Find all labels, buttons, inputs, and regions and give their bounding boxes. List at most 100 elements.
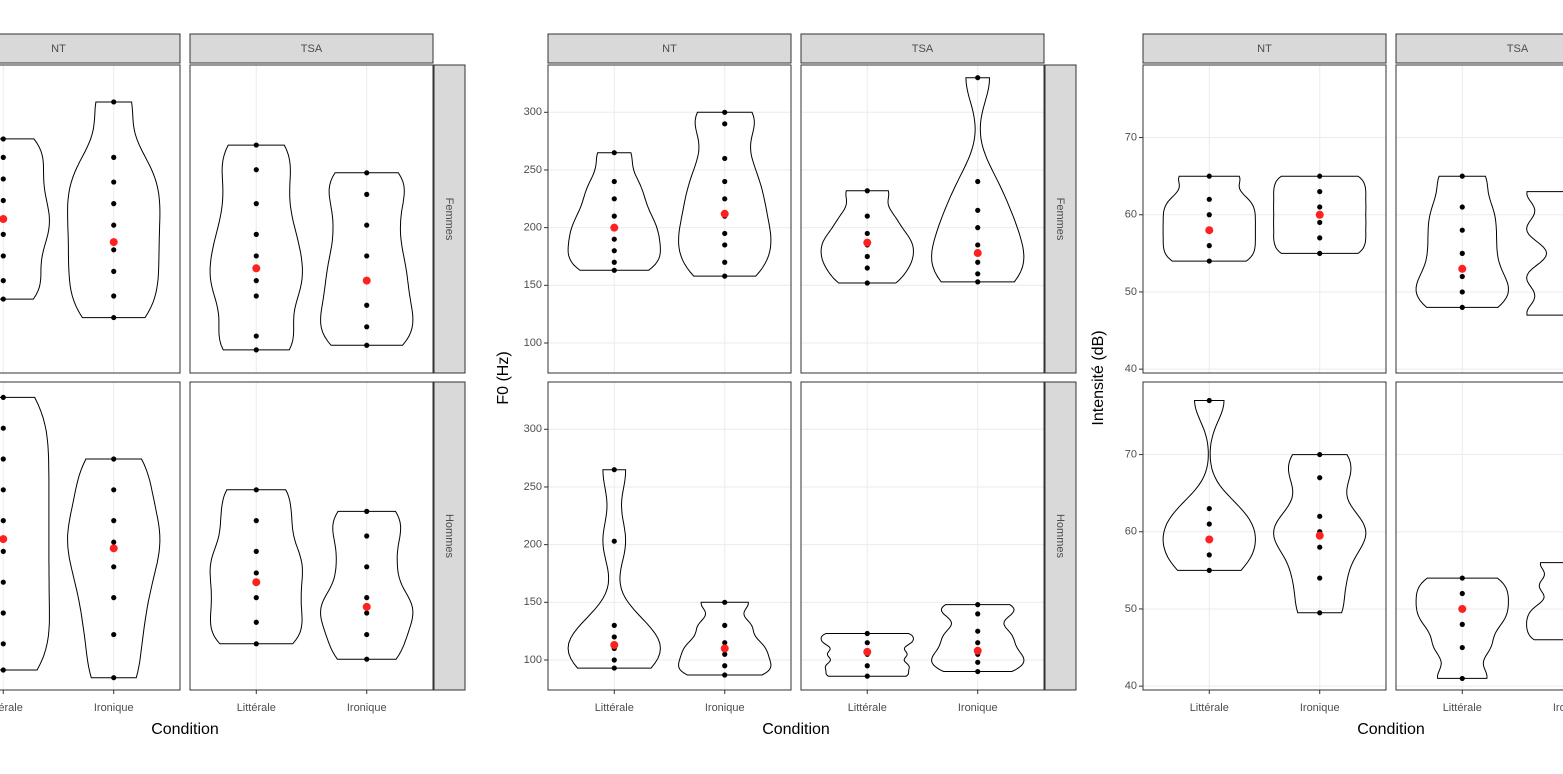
point (111, 595, 117, 601)
point (864, 213, 870, 219)
x-tick-label: Ironique (94, 702, 134, 714)
y-tick-label: 50 (1125, 286, 1137, 298)
point (111, 179, 117, 185)
column-strip-label: TSA (301, 43, 323, 55)
point (975, 207, 981, 213)
point (864, 640, 870, 646)
point (0, 579, 6, 585)
panel-border (1142, 64, 1387, 374)
point (864, 663, 870, 669)
point (364, 170, 370, 176)
x-tick-label: Ironique (1553, 702, 1563, 714)
column-strip-label: TSA (912, 43, 934, 55)
point (1459, 675, 1465, 682)
point (253, 142, 259, 148)
point (975, 659, 981, 665)
column-strip-label: NT (1257, 43, 1272, 55)
point (111, 247, 117, 253)
point (864, 280, 870, 286)
panel-border (800, 381, 1045, 691)
mean-point (252, 578, 261, 587)
panel (801, 382, 1044, 690)
mean-point (362, 602, 371, 611)
mean-point (109, 238, 118, 247)
y-tick-label: 70 (1125, 131, 1137, 143)
strip (1142, 33, 1387, 64)
point (364, 302, 370, 308)
point (111, 154, 117, 160)
point (364, 631, 370, 638)
point (864, 630, 870, 637)
point (1459, 173, 1465, 179)
point (864, 188, 870, 194)
row-strip-label: Hommes (443, 514, 455, 559)
x-tick-label: Ironique (958, 702, 998, 714)
panel (548, 382, 791, 690)
point (722, 242, 728, 248)
panel (0, 382, 180, 690)
violin (678, 601, 772, 676)
point (0, 231, 6, 237)
point (1459, 590, 1465, 597)
point (975, 271, 981, 277)
point (1317, 544, 1323, 550)
y-tick-label: 70 (1125, 448, 1137, 460)
point (611, 150, 617, 156)
point (611, 622, 617, 629)
point (1206, 212, 1212, 218)
violin (209, 489, 303, 645)
y-tick-label: 60 (1125, 526, 1137, 538)
strip (1044, 381, 1077, 691)
point (364, 222, 370, 228)
point (253, 548, 259, 555)
violin (67, 458, 161, 679)
strip (433, 64, 466, 374)
strip (800, 33, 1045, 64)
violin (0, 138, 50, 300)
point (1206, 521, 1212, 527)
panel (1396, 382, 1563, 690)
point (364, 533, 370, 539)
panel (548, 65, 791, 373)
point (1206, 505, 1212, 512)
point (611, 665, 617, 671)
point (253, 347, 259, 353)
point (975, 611, 981, 617)
point (722, 230, 728, 237)
point (111, 268, 117, 274)
point (364, 191, 370, 197)
panel-border (1142, 381, 1387, 691)
column-strip-label: TSA (1507, 43, 1529, 55)
violin (1415, 577, 1509, 679)
point (975, 279, 981, 285)
panel-border (800, 64, 1045, 374)
point (111, 631, 117, 638)
point (111, 99, 117, 105)
point (1206, 397, 1212, 404)
point (111, 564, 117, 570)
y-axis-title: F0 (Hz) (495, 351, 512, 404)
point (1317, 575, 1323, 581)
x-tick-label: Ironique (1300, 702, 1340, 714)
point (1317, 513, 1323, 519)
mean-point (1205, 226, 1214, 235)
y-tick-label: 300 (524, 423, 542, 435)
point (253, 293, 259, 299)
point (253, 518, 259, 524)
point (253, 487, 259, 493)
strip (1395, 33, 1563, 64)
y-tick-label: 100 (524, 337, 542, 349)
panel-border (547, 64, 792, 374)
violin (320, 510, 414, 660)
violin (931, 604, 1025, 672)
panel (190, 382, 433, 690)
panel-border (189, 381, 434, 691)
point (364, 324, 370, 330)
point (364, 508, 370, 514)
violin (1162, 175, 1256, 262)
point (0, 176, 6, 182)
x-tick-label: Littérale (1190, 702, 1229, 714)
point (0, 394, 6, 400)
panel-border (0, 64, 181, 374)
y-tick-label: 50 (1125, 603, 1137, 615)
